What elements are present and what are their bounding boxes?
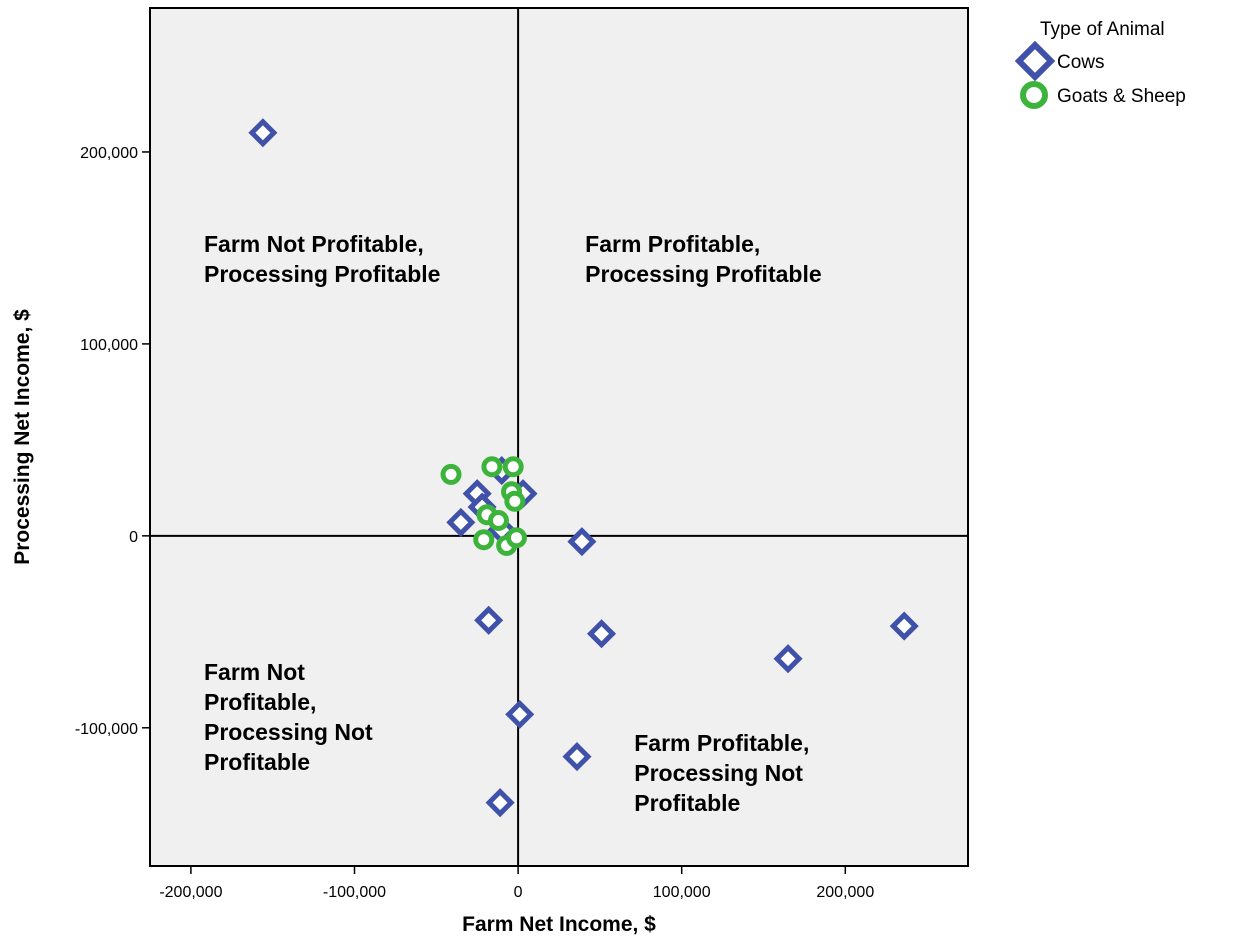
legend-title: Type of Animal <box>1040 19 1165 40</box>
y-axis: 200,000 100,000 0 -100,000 <box>75 145 150 738</box>
cow-data-point <box>248 118 278 148</box>
cow-data-point <box>485 788 515 818</box>
legend-label: Goats & Sheep <box>1057 86 1186 107</box>
quadrant-label-upper-left: Farm Not Profitable, Processing Profitabl… <box>204 231 440 287</box>
x-tick-label: -200,000 <box>159 884 222 901</box>
goat-sheep-data-point <box>502 456 524 478</box>
series-cows <box>248 118 919 818</box>
y-axis-title: Processing Net Income, $ <box>11 309 34 565</box>
goat-sheep-data-point <box>487 509 509 531</box>
legend-diamond-icon <box>1014 40 1056 82</box>
x-axis: -200,000 -100,000 0 100,000 200,000 <box>159 866 874 901</box>
quadrant-label-lower-right: Farm Profitable, Processing Not Profitable <box>634 730 809 816</box>
quadrant-label-lower-left: Farm Not Profitable, Processing Not Profita… <box>204 659 373 775</box>
goat-sheep-data-point <box>481 456 503 478</box>
x-tick-label: 0 <box>514 884 523 901</box>
x-tick-label: 200,000 <box>816 884 874 901</box>
quadrant-label-upper-right: Farm Profitable, Processing Profitable <box>585 231 821 287</box>
x-axis-title: Farm Net Income, $ <box>462 913 656 936</box>
legend: Type of Animal Cows Goats & Sheep <box>1014 19 1186 109</box>
legend-ring-icon <box>1020 81 1048 109</box>
cow-data-point <box>562 742 592 772</box>
quadrant-annotations: Farm Not Profitable, Processing Profitabl… <box>204 231 822 816</box>
cow-data-point <box>773 644 803 674</box>
x-tick-label: -100,000 <box>323 884 386 901</box>
cow-data-point <box>505 699 535 729</box>
goat-sheep-data-point <box>505 527 527 549</box>
goat-sheep-data-point <box>504 490 526 512</box>
data-points <box>248 118 919 818</box>
legend-label: Cows <box>1057 52 1105 73</box>
y-tick-label: 200,000 <box>80 145 138 162</box>
series-goats-sheep <box>440 456 527 556</box>
cow-data-point <box>567 527 597 557</box>
y-tick-label: 0 <box>129 529 138 546</box>
goat-sheep-data-point <box>440 463 462 485</box>
cow-data-point <box>446 507 476 537</box>
x-tick-label: 100,000 <box>653 884 711 901</box>
goat-sheep-data-point <box>473 529 495 551</box>
plot-area <box>149 7 969 867</box>
y-tick-label: -100,000 <box>75 721 138 738</box>
cow-data-point <box>889 611 919 641</box>
y-tick-label: 100,000 <box>80 337 138 354</box>
cow-data-point <box>474 605 504 635</box>
cow-data-point <box>587 619 617 649</box>
